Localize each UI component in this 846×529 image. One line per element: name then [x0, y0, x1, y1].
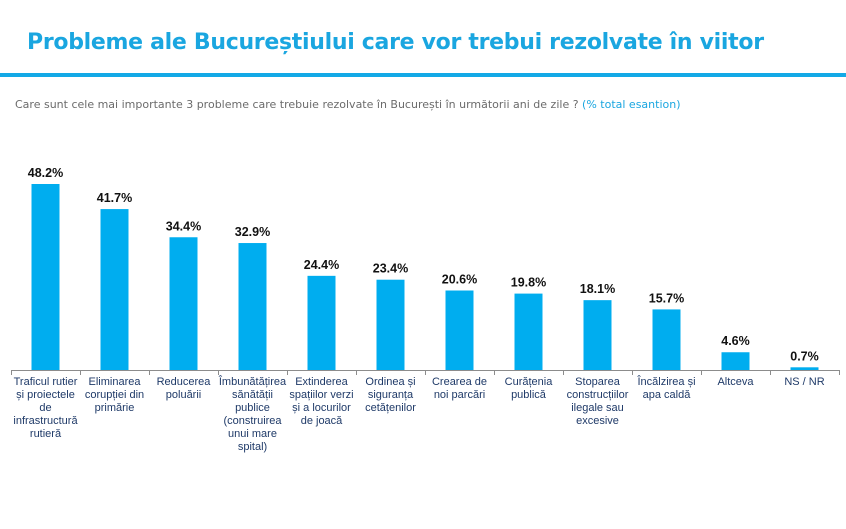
data-label: 23.4% — [373, 262, 408, 276]
bar — [721, 352, 750, 370]
chart-subtitle: Care sunt cele mai importante 3 probleme… — [15, 98, 681, 111]
category-label: Reducerea poluării — [156, 376, 211, 401]
data-label: 32.9% — [235, 225, 270, 239]
category-label: Crearea de noi parcări — [431, 376, 488, 401]
question-text: Care sunt cele mai importante 3 probleme… — [15, 98, 579, 111]
bar — [445, 290, 474, 370]
bar — [307, 275, 336, 370]
data-label: 15.7% — [649, 291, 684, 305]
data-label: 34.4% — [166, 219, 201, 233]
category-label: Eliminarea corupției din primărie — [84, 376, 145, 414]
category-label: Stoparea construcțiilor ilegale sau exce… — [566, 376, 629, 427]
page-title: Probleme ale Bucureștiului care vor treb… — [27, 30, 764, 55]
category-label: NS / NR — [784, 376, 825, 388]
bar — [652, 309, 681, 370]
bar — [169, 237, 198, 370]
data-label: 0.7% — [790, 349, 819, 363]
data-label: 41.7% — [97, 191, 132, 205]
data-label: 18.1% — [580, 282, 615, 296]
bar — [790, 367, 819, 370]
category-label: Curățenia publică — [504, 376, 553, 401]
data-label: 4.6% — [721, 334, 750, 348]
bar — [514, 293, 543, 370]
title-divider — [0, 73, 846, 77]
data-label: 20.6% — [442, 273, 477, 287]
category-label: Încălzirea și apa caldă — [637, 376, 696, 401]
question-note: (% total esantion) — [582, 98, 681, 111]
bar — [100, 209, 129, 370]
bar — [238, 243, 267, 370]
category-label: Extinderea spațiilor verzi și a locurilo… — [289, 376, 354, 427]
bar — [376, 279, 405, 370]
category-label: Traficul rutier și proiectele de infrast… — [13, 376, 78, 440]
category-label: Îmbunătățirea sănătății publice (constru… — [218, 376, 287, 453]
data-label: 48.2% — [28, 166, 63, 180]
bar — [583, 300, 612, 370]
data-label: 19.8% — [511, 276, 546, 290]
bar — [31, 184, 60, 370]
category-label: Ordinea și siguranța cetățenilor — [365, 376, 416, 414]
data-label: 24.4% — [304, 258, 339, 272]
category-label: Altceva — [717, 376, 754, 388]
